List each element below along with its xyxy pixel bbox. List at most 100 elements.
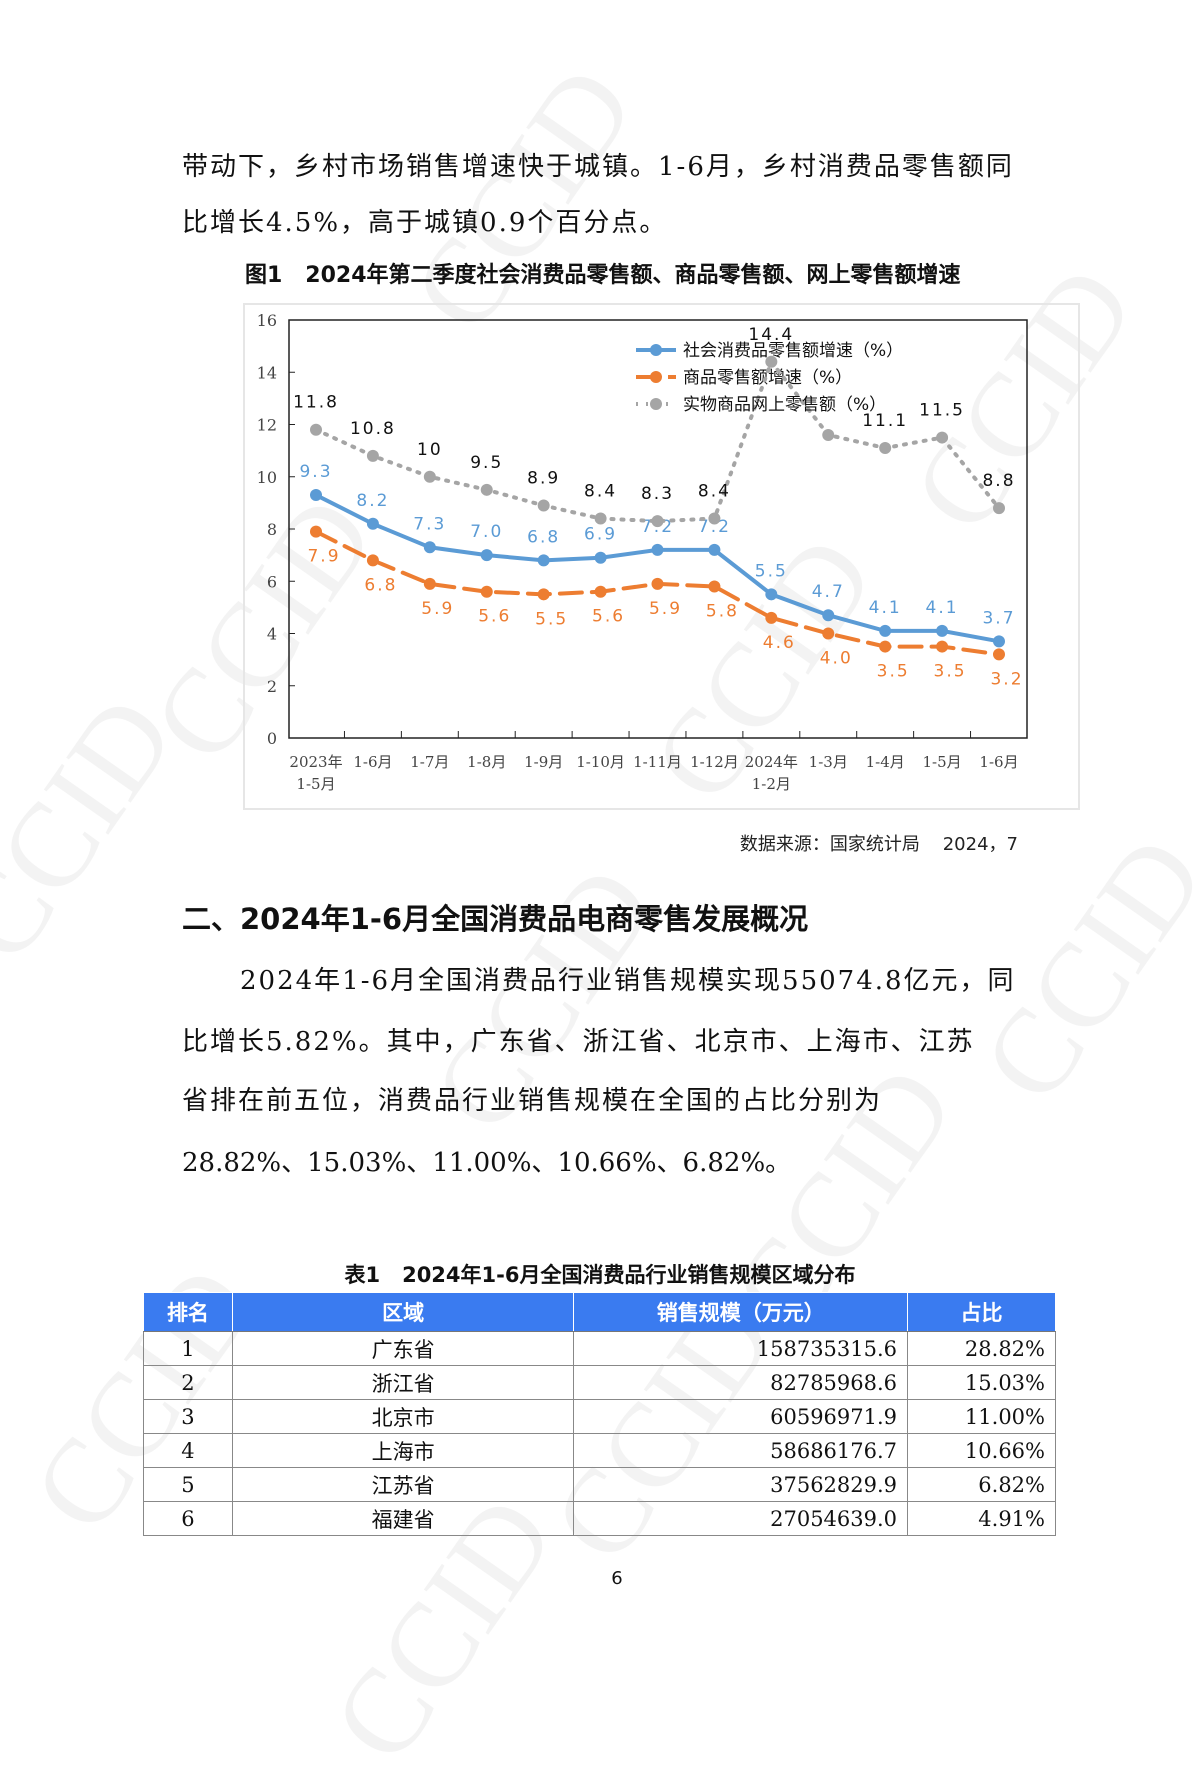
data-point (708, 543, 721, 556)
region-cell: 北京市 (231, 1399, 575, 1434)
rank-cell: 6 (143, 1501, 233, 1536)
sales-table: 排名 区域 销售规模（万元） 占比 1 广东省 158735315.6 28.82% 2… (143, 1292, 1056, 1536)
table-row: 4 上海市 58686176.7 10.66% (143, 1433, 1056, 1468)
legend-label: 实物商品网上零售额（%） (683, 395, 886, 415)
data-label: 5.9 (421, 599, 454, 619)
data-point (651, 543, 664, 556)
data-point (594, 585, 607, 598)
data-label: 5.6 (592, 607, 625, 627)
data-point (537, 499, 550, 512)
data-point (936, 431, 949, 444)
data-point (879, 624, 892, 637)
x-tick-label: 1-12月 (690, 753, 739, 771)
x-tick-label: 2024年 1-2月 (745, 753, 798, 793)
data-label: 8.3 (641, 484, 674, 504)
share-cell: 4.91% (907, 1501, 1056, 1536)
data-point (651, 515, 664, 528)
data-label: 11.5 (919, 401, 965, 421)
data-label: 5.5 (535, 609, 568, 629)
table-row: 1 广东省 158735315.6 28.82% (143, 1331, 1056, 1366)
figure-caption: 图1 2024年第二季度社会消费品零售额、商品零售额、网上零售额增速 (245, 263, 961, 288)
data-label: 6.8 (364, 575, 397, 595)
header-share: 占比 (907, 1292, 1056, 1332)
data-label: 3.5 (934, 662, 967, 682)
data-label: 6.8 (527, 527, 560, 547)
rank-cell: 4 (143, 1433, 233, 1468)
x-tick-label: 2023年 1-5月 (289, 753, 342, 793)
data-point (537, 588, 550, 601)
data-label: 8.8 (982, 471, 1015, 491)
data-point (423, 470, 436, 483)
region-cell: 江苏省 (231, 1467, 575, 1502)
data-label: 5.6 (478, 607, 511, 627)
data-label: 14.4 (748, 325, 794, 345)
region-cell: 福建省 (231, 1501, 575, 1536)
section-line: 28.82%、15.03%、11.00%、10.66%、6.82%。 (182, 1148, 792, 1178)
data-point (480, 549, 493, 562)
data-point (993, 635, 1005, 648)
y-tick-label: 10 (257, 468, 277, 487)
table-row: 3 北京市 60596971.9 11.00% (143, 1399, 1056, 1434)
data-point (993, 648, 1005, 661)
data-point (993, 502, 1005, 515)
share-cell: 6.82% (907, 1467, 1056, 1502)
x-tick-label: 1-10月 (576, 753, 625, 771)
section-line: 2024年1-6月全国消费品行业销售规模实现55074.8亿元，同 (240, 966, 1016, 996)
table-row: 6 福建省 27054639.0 4.91% (143, 1501, 1056, 1536)
sales-cell: 27054639.0 (573, 1501, 909, 1536)
intro-line: 比增长4.5%，高于城镇0.9个百分点。 (182, 208, 668, 238)
data-point (480, 483, 493, 496)
rank-cell: 2 (143, 1365, 233, 1400)
sales-cell: 58686176.7 (573, 1433, 909, 1468)
data-label: 8.4 (584, 482, 617, 502)
data-point (423, 541, 436, 554)
share-cell: 28.82% (907, 1331, 1056, 1366)
data-label: 4.1 (926, 598, 959, 618)
data-point (708, 512, 721, 525)
data-point (822, 428, 835, 441)
data-point (480, 585, 493, 598)
rank-cell: 5 (143, 1467, 233, 1502)
data-label: 8.4 (698, 482, 731, 502)
x-tick-label: 1-11月 (633, 753, 682, 771)
data-label: 8.9 (527, 468, 560, 488)
data-point (594, 512, 607, 525)
data-label: 5.8 (706, 601, 739, 621)
data-label: 3.5 (877, 662, 910, 682)
y-tick-label: 8 (267, 520, 277, 539)
x-tick-label: 1-4月 (866, 753, 905, 771)
data-point (765, 355, 778, 368)
y-tick-label: 6 (267, 572, 277, 591)
data-label: 6.9 (584, 525, 617, 545)
data-label: 3.7 (982, 608, 1015, 628)
x-tick-label: 1-8月 (467, 753, 506, 771)
data-point (822, 627, 835, 640)
data-label: 3.2 (990, 669, 1023, 689)
page-number: 6 (611, 1568, 623, 1589)
section-line: 省排在前五位，消费品行业销售规模在全国的占比分别为 (182, 1086, 883, 1116)
line-chart: 0 2 4 6 8 10 12 14 16 2023年 1-5月 1-6月 1-7月 1-8月 1-9月 1-… (257, 311, 1028, 793)
x-tick-label: 1-3月 (809, 753, 848, 771)
table-row: 2 浙江省 82785968.6 15.03% (143, 1365, 1056, 1400)
data-label: 5.9 (649, 599, 682, 619)
data-label: 7.9 (307, 547, 340, 567)
share-cell: 10.66% (907, 1433, 1056, 1468)
x-tick-label: 1-7月 (410, 753, 449, 771)
section-heading: 二、2024年1-6月全国消费品电商零售发展概况 (182, 902, 809, 936)
data-point (765, 611, 778, 624)
data-point (879, 442, 892, 455)
legend-marker (650, 371, 662, 383)
data-point (366, 554, 379, 567)
intro-line: 带动下，乡村市场销售增速快于城镇。1-6月，乡村消费品零售额同 (182, 152, 1014, 182)
legend-label: 社会消费品零售额增速（%） (683, 341, 903, 361)
region-cell: 广东省 (231, 1331, 575, 1366)
data-point (936, 640, 949, 653)
y-tick-label: 0 (267, 729, 277, 748)
data-point (537, 554, 550, 567)
data-point (310, 489, 322, 502)
data-label: 10 (417, 440, 443, 460)
data-point (366, 449, 379, 462)
header-rank: 排名 (143, 1292, 233, 1332)
data-label: 8.2 (356, 491, 389, 511)
table-title: 表1 2024年1-6月全国消费品行业销售规模区域分布 (344, 1263, 856, 1287)
